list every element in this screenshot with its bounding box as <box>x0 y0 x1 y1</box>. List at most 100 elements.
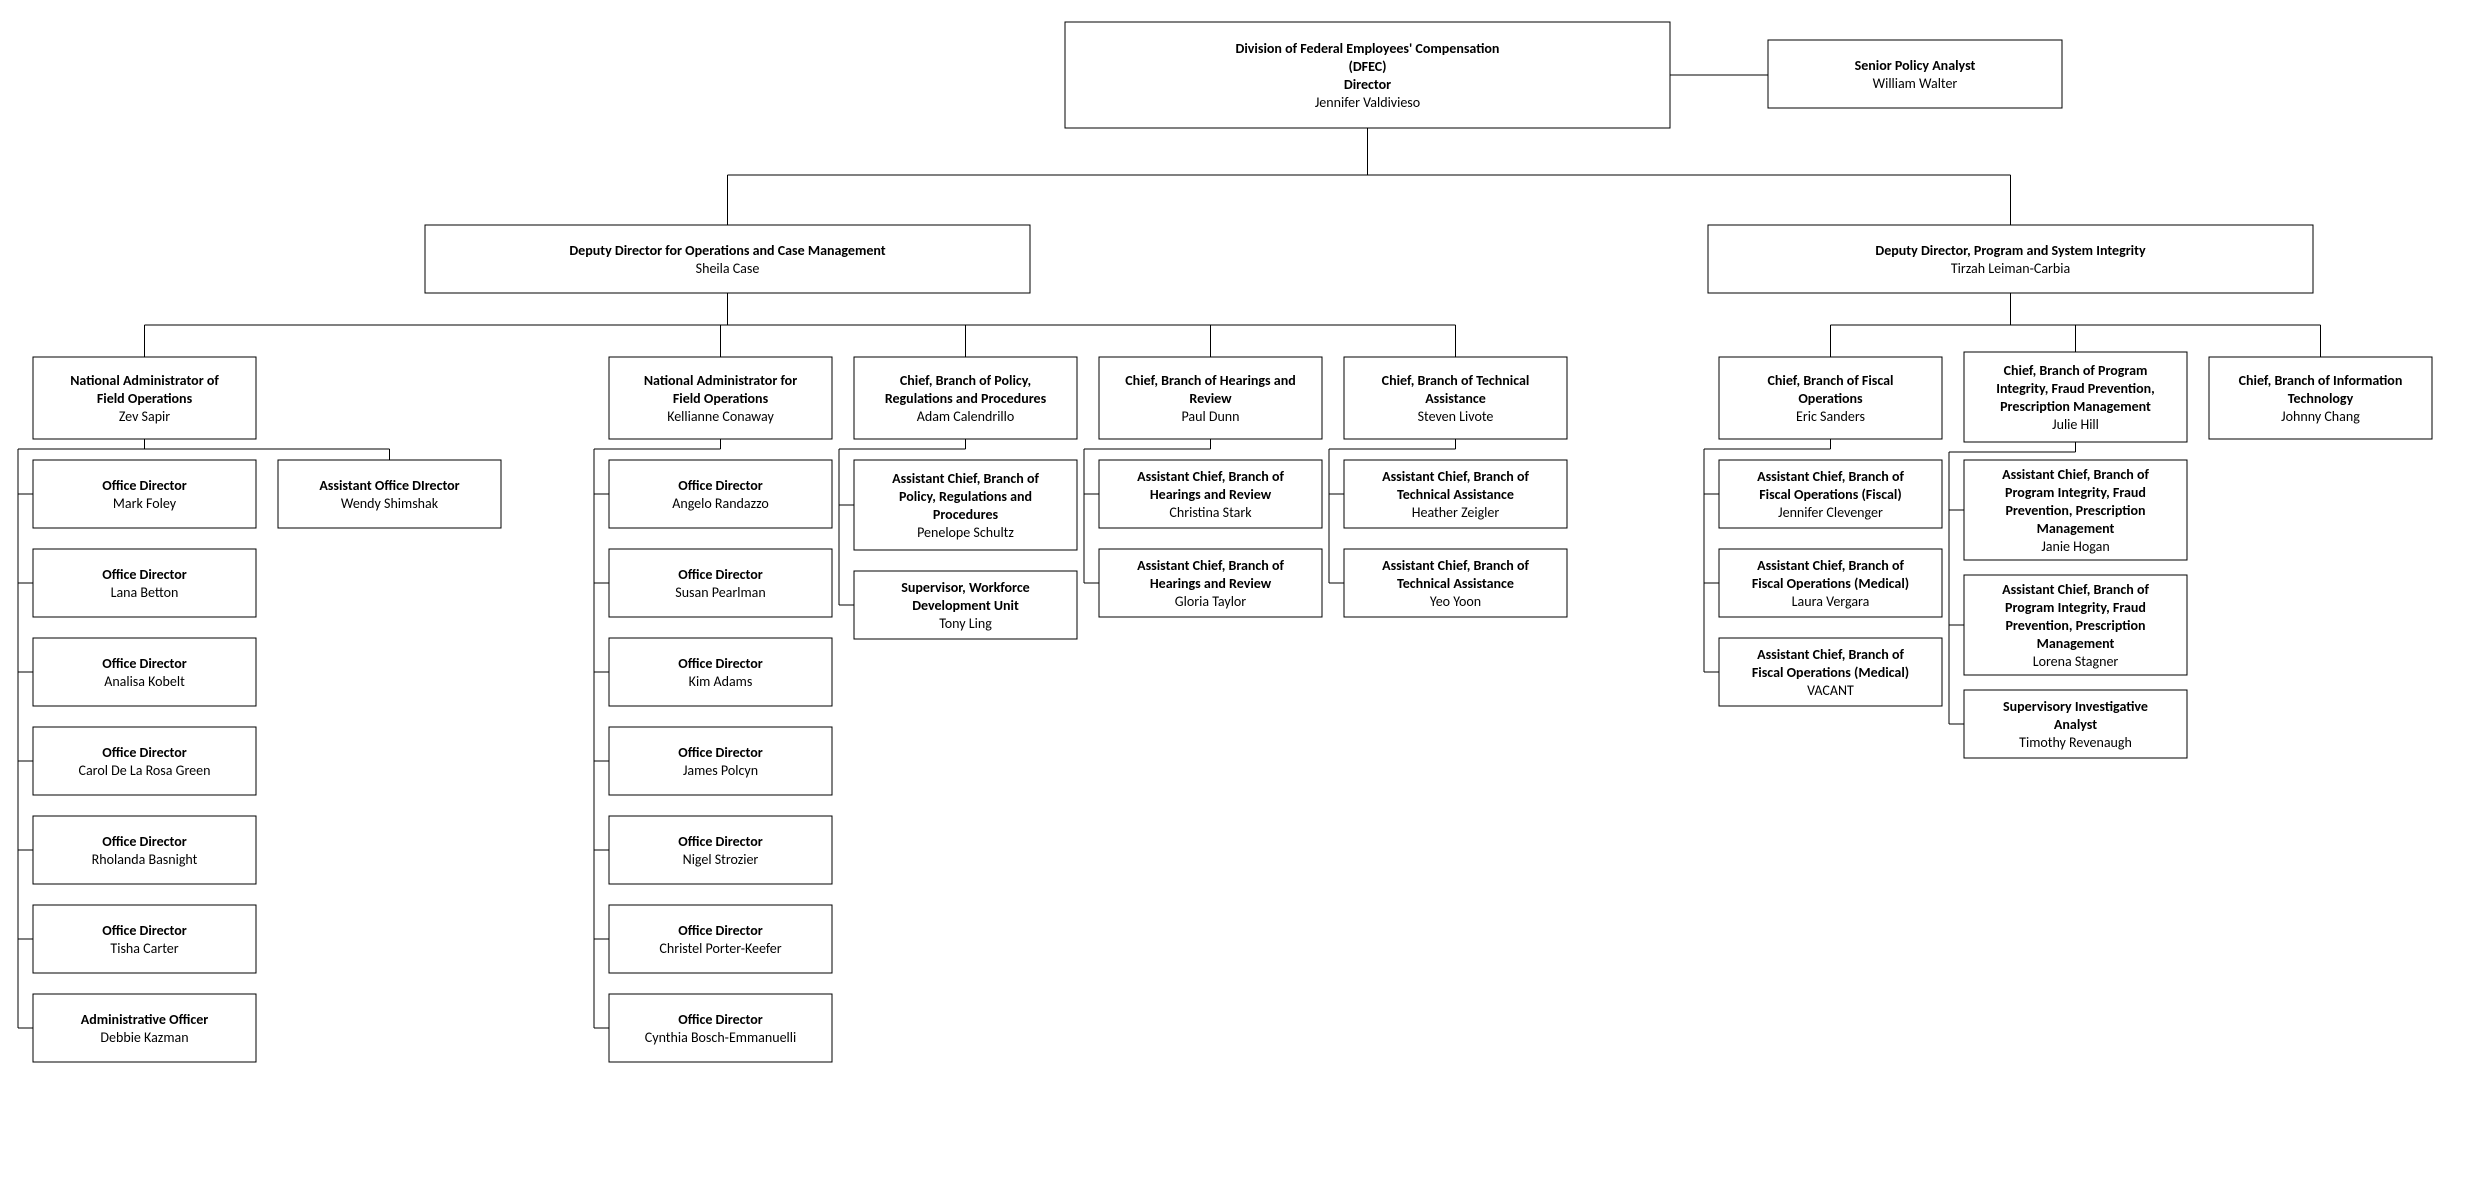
org-node-col1_6: Office DirectorTisha Carter <box>33 905 256 973</box>
svg-text:Office Director: Office Director <box>102 922 187 939</box>
svg-text:Prescription Management: Prescription Management <box>2000 398 2151 415</box>
svg-text:Supervisory Investigative: Supervisory Investigative <box>2003 698 2148 715</box>
svg-text:Tisha Carter: Tisha Carter <box>110 940 178 957</box>
svg-text:Technology: Technology <box>2288 390 2354 407</box>
svg-text:Nigel Strozier: Nigel Strozier <box>683 851 759 868</box>
org-node-root: Division of Federal Employees' Compensat… <box>1065 22 1670 128</box>
org-node-col5_2: Assistant Chief, Branch ofTechnical Assi… <box>1344 549 1567 617</box>
svg-text:Kellianne Conaway: Kellianne Conaway <box>667 408 774 425</box>
svg-text:Program Integrity, Fraud: Program Integrity, Fraud <box>2005 599 2146 616</box>
svg-text:Chief, Branch of Information: Chief, Branch of Information <box>2239 372 2403 389</box>
svg-text:Director: Director <box>1344 76 1391 93</box>
svg-text:(DFEC): (DFEC) <box>1348 58 1386 75</box>
org-node-col3_1: Assistant Chief, Branch ofPolicy, Regula… <box>854 460 1077 550</box>
svg-text:Technical Assistance: Technical Assistance <box>1397 575 1514 592</box>
svg-text:James Polcyn: James Polcyn <box>683 762 758 779</box>
org-node-col6_2: Assistant Chief, Branch ofFiscal Operati… <box>1719 549 1942 617</box>
org-node-deputy_prog: Deputy Director, Program and System Inte… <box>1708 225 2313 293</box>
svg-text:Assistant Chief, Branch of: Assistant Chief, Branch of <box>1382 468 1529 485</box>
svg-text:Office Director: Office Director <box>678 833 763 850</box>
svg-text:Adam Calendrillo: Adam Calendrillo <box>917 408 1014 425</box>
svg-text:Lana Betton: Lana Betton <box>111 584 179 601</box>
org-node-col4_2: Assistant Chief, Branch ofHearings and R… <box>1099 549 1322 617</box>
svg-text:Fiscal Operations (Medical): Fiscal Operations (Medical) <box>1752 664 1909 681</box>
svg-text:Jennifer Clevenger: Jennifer Clevenger <box>1778 504 1883 521</box>
svg-text:Regulations and Procedures: Regulations and Procedures <box>885 390 1047 407</box>
org-node-col4_1: Assistant Chief, Branch ofHearings and R… <box>1099 460 1322 528</box>
org-node-col3_head: Chief, Branch of Policy,Regulations and … <box>854 357 1077 439</box>
org-node-col2_3: Office DirectorKim Adams <box>609 638 832 706</box>
org-node-col2_5: Office DirectorNigel Strozier <box>609 816 832 884</box>
svg-text:Assistant Chief, Branch of: Assistant Chief, Branch of <box>1757 646 1904 663</box>
org-node-col1_2: Office DirectorLana Betton <box>33 549 256 617</box>
org-chart: Division of Federal Employees' Compensat… <box>0 0 2467 1194</box>
org-node-asst_office: Assistant Office DIrectorWendy Shimshak <box>278 460 501 528</box>
svg-text:Office Director: Office Director <box>678 1011 763 1028</box>
svg-text:Assistant Chief, Branch of: Assistant Chief, Branch of <box>1382 557 1529 574</box>
svg-text:Office Director: Office Director <box>678 566 763 583</box>
svg-text:Assistant Chief, Branch of: Assistant Chief, Branch of <box>2002 581 2149 598</box>
svg-text:Eric Sanders: Eric Sanders <box>1796 408 1865 425</box>
svg-text:Chief, Branch of Technical: Chief, Branch of Technical <box>1382 372 1530 389</box>
svg-text:Program Integrity, Fraud: Program Integrity, Fraud <box>2005 484 2146 501</box>
svg-text:Julie Hill: Julie Hill <box>2052 416 2099 433</box>
svg-text:Office Director: Office Director <box>678 655 763 672</box>
svg-text:Angelo Randazzo: Angelo Randazzo <box>672 495 769 512</box>
svg-text:Assistant Chief, Branch of: Assistant Chief, Branch of <box>1137 557 1284 574</box>
org-node-col4_head: Chief, Branch of Hearings andReviewPaul … <box>1099 357 1322 439</box>
svg-text:Deputy Director, Program and S: Deputy Director, Program and System Inte… <box>1875 242 2146 259</box>
svg-text:Hearings and Review: Hearings and Review <box>1150 575 1272 592</box>
svg-text:Assistant Chief, Branch of: Assistant Chief, Branch of <box>1757 468 1904 485</box>
svg-text:Yeo Yoon: Yeo Yoon <box>1430 593 1481 610</box>
svg-text:Fiscal Operations (Fiscal): Fiscal Operations (Fiscal) <box>1759 486 1902 503</box>
svg-text:Prevention, Prescription: Prevention, Prescription <box>2005 617 2145 634</box>
org-node-col7_1: Assistant Chief, Branch ofProgram Integr… <box>1964 460 2187 560</box>
svg-text:Zev Sapir: Zev Sapir <box>119 408 170 425</box>
org-node-deputy_ops: Deputy Director for Operations and Case … <box>425 225 1030 293</box>
svg-text:National Administrator of: National Administrator of <box>70 372 219 389</box>
svg-text:Sheila Case: Sheila Case <box>696 260 760 277</box>
svg-text:Prevention, Prescription: Prevention, Prescription <box>2005 502 2145 519</box>
svg-text:Office Director: Office Director <box>102 744 187 761</box>
svg-text:Office Director: Office Director <box>678 477 763 494</box>
svg-text:Lorena Stagner: Lorena Stagner <box>2033 653 2119 670</box>
svg-text:Integrity, Fraud Prevention,: Integrity, Fraud Prevention, <box>1996 380 2155 397</box>
svg-text:Paul Dunn: Paul Dunn <box>1181 408 1239 425</box>
org-node-col6_head: Chief, Branch of FiscalOperationsEric Sa… <box>1719 357 1942 439</box>
svg-text:Senior Policy Analyst: Senior Policy Analyst <box>1855 57 1976 74</box>
svg-text:Technical Assistance: Technical Assistance <box>1397 486 1514 503</box>
svg-text:Fiscal Operations (Medical): Fiscal Operations (Medical) <box>1752 575 1909 592</box>
svg-text:Wendy Shimshak: Wendy Shimshak <box>341 495 439 512</box>
svg-text:Mark Foley: Mark Foley <box>113 495 177 512</box>
svg-text:Division of Federal Employees': Division of Federal Employees' Compensat… <box>1236 40 1500 57</box>
svg-text:Office Director: Office Director <box>102 566 187 583</box>
svg-text:Janie Hogan: Janie Hogan <box>2041 538 2109 555</box>
svg-text:Operations: Operations <box>1798 390 1863 407</box>
svg-text:Chief, Branch of Fiscal: Chief, Branch of Fiscal <box>1768 372 1894 389</box>
svg-text:Policy, Regulations and: Policy, Regulations and <box>899 488 1032 505</box>
org-node-col2_7: Office DirectorCynthia Bosch-Emmanuelli <box>609 994 832 1062</box>
org-node-col6_1: Assistant Chief, Branch ofFiscal Operati… <box>1719 460 1942 528</box>
svg-text:Carol De La Rosa Green: Carol De La Rosa Green <box>79 762 211 779</box>
svg-text:Chief, Branch of Policy,: Chief, Branch of Policy, <box>900 372 1031 389</box>
org-node-col1_head: National Administrator ofField Operation… <box>33 357 256 439</box>
svg-text:Penelope Schultz: Penelope Schultz <box>917 524 1014 541</box>
svg-text:William Walter: William Walter <box>1873 75 1958 92</box>
svg-text:Laura Vergara: Laura Vergara <box>1792 593 1870 610</box>
svg-text:National Administrator for: National Administrator for <box>644 372 797 389</box>
svg-text:Timothy Revenaugh: Timothy Revenaugh <box>2019 734 2132 751</box>
svg-text:Christina Stark: Christina Stark <box>1169 504 1252 521</box>
org-node-col5_1: Assistant Chief, Branch ofTechnical Assi… <box>1344 460 1567 528</box>
org-node-col7_head: Chief, Branch of ProgramIntegrity, Fraud… <box>1964 352 2187 442</box>
org-node-col2_6: Office DirectorChristel Porter-Keefer <box>609 905 832 973</box>
svg-text:Assistant Chief, Branch of: Assistant Chief, Branch of <box>1137 468 1284 485</box>
svg-text:Steven Livote: Steven Livote <box>1418 408 1494 425</box>
svg-text:Assistant Chief, Branch of: Assistant Chief, Branch of <box>892 470 1039 487</box>
org-node-col5_head: Chief, Branch of TechnicalAssistanceStev… <box>1344 357 1567 439</box>
svg-text:Development Unit: Development Unit <box>912 597 1019 614</box>
svg-text:Procedures: Procedures <box>933 506 999 523</box>
svg-text:Supervisor, Workforce: Supervisor, Workforce <box>901 579 1029 596</box>
org-node-col1_7: Administrative OfficerDebbie Kazman <box>33 994 256 1062</box>
org-node-col2_head: National Administrator forField Operatio… <box>609 357 832 439</box>
org-node-col7_2: Assistant Chief, Branch ofProgram Integr… <box>1964 575 2187 675</box>
